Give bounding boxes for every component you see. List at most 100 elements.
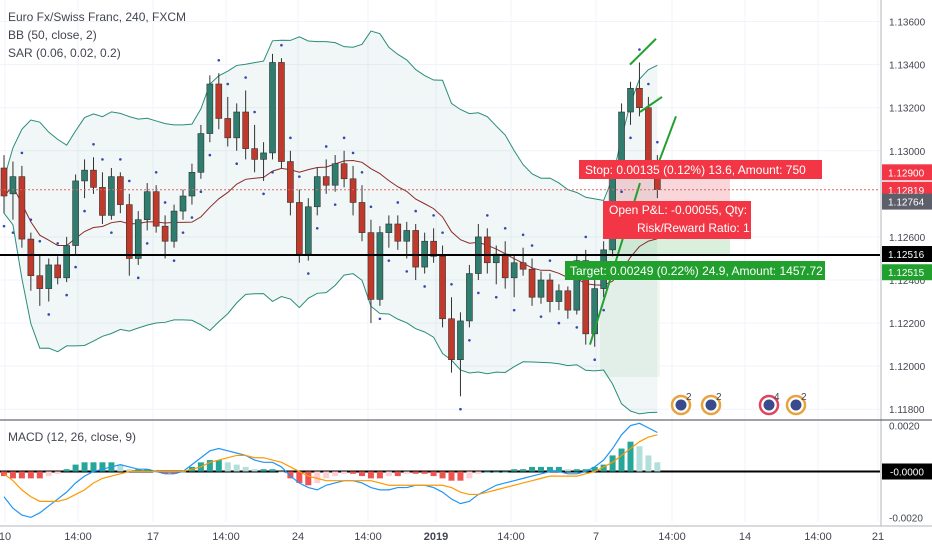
x-tick-label: 14:00: [804, 531, 832, 543]
sar-dot: [280, 43, 283, 47]
sar-dot: [512, 308, 516, 312]
sar-dot: [20, 151, 24, 155]
globe-icon: [705, 399, 717, 411]
sar-dot: [441, 231, 444, 234]
event-badge[interactable]: 4: [758, 392, 780, 416]
stop-annotation-box: [579, 160, 822, 179]
sar-dot: [575, 326, 579, 329]
event-badge[interactable]: 2: [670, 392, 692, 416]
macd-histogram-bar: [609, 455, 616, 472]
candle-body: [349, 178, 357, 203]
sar-dot: [638, 48, 641, 51]
macd-histogram-bar: [287, 471, 294, 479]
macd-histogram-bar: [27, 471, 34, 479]
macd-tick-label: -0.0020: [889, 513, 923, 524]
macd-histogram-bar: [63, 469, 70, 472]
target-annotation-text: Target: 0.00249 (0.22%) 24.9, Amount: 14…: [570, 264, 823, 278]
sar-dot: [503, 227, 507, 230]
y-tick-label: 1.13600: [889, 18, 926, 29]
sar-dot: [298, 175, 301, 178]
sar-dot: [208, 153, 212, 157]
macd-histogram-bar: [538, 466, 544, 472]
sar-dot: [145, 242, 149, 245]
bb-lower-line: [3, 212, 658, 415]
target-annotation[interactable]: Target: 0.00249 (0.22%) 24.9, Amount: 14…: [565, 261, 825, 280]
candle-body: [645, 107, 652, 167]
pnl-annotation-box: [603, 201, 751, 239]
price-label-text: 1.12900: [888, 168, 925, 179]
macd-histogram-bar: [439, 471, 446, 479]
x-tick-label: 14:00: [658, 531, 686, 543]
candle-body: [170, 210, 178, 242]
sar-dot: [65, 293, 68, 297]
candle-body: [582, 260, 590, 335]
sar-dot: [360, 171, 364, 174]
candle-body: [117, 176, 124, 205]
sar-dot: [136, 276, 140, 280]
sar-dot: [11, 231, 15, 234]
macd-indicator-label: MACD (12, 26, close, 9): [8, 430, 136, 444]
macd-histogram-bar: [224, 462, 231, 472]
candle-body: [546, 279, 554, 302]
bb-upper-line: [3, 30, 658, 202]
macd-histogram-bar: [72, 464, 79, 472]
sar-dot: [83, 209, 86, 213]
chart-title: Euro Fx/Swiss Franc, 240, FXCM: [8, 10, 186, 24]
macd-histogram-bar: [618, 448, 625, 472]
candle-body: [636, 88, 643, 108]
pnl-annotation[interactable]: Open P&L: -0.00055, Qty: 183823 Risk/Rew…: [603, 201, 791, 239]
stop-annotation-text: Stop: 0.00135 (0.12%) 13.6, Amount: 750: [585, 163, 806, 177]
macd-histogram-bar: [403, 471, 410, 474]
macd-histogram-bar: [412, 471, 419, 474]
macd-histogram-bar: [502, 471, 509, 473]
macd-histogram-bar: [359, 471, 365, 477]
macd-histogram-bar: [376, 471, 383, 479]
candle-body: [134, 219, 142, 259]
sar-dot: [521, 233, 525, 237]
macd-histogram-bar: [269, 469, 276, 472]
macd-histogram-bar: [260, 469, 267, 472]
macd-histogram-bar: [99, 462, 106, 472]
candle-body: [403, 230, 411, 242]
sar-dot: [119, 158, 122, 161]
sar-dot: [101, 158, 104, 161]
macd-pane: [0, 422, 880, 519]
candle-body: [448, 318, 455, 360]
macd-histogram-bar: [573, 469, 580, 472]
candle-body: [224, 118, 232, 139]
event-badge[interactable]: 2: [785, 392, 807, 416]
x-tick-label: 14:00: [497, 531, 525, 543]
macd-histogram-bar: [341, 471, 348, 474]
stop-annotation[interactable]: Stop: 0.00135 (0.12%) 13.6, Amount: 750: [579, 160, 822, 179]
candle-body: [331, 163, 339, 186]
candle-body: [143, 191, 151, 220]
macd-histogram-bar: [600, 464, 607, 472]
macd-histogram-bar: [457, 471, 464, 481]
candle-body: [126, 204, 133, 259]
candle-body: [206, 83, 214, 134]
y-tick-label: 1.12600: [889, 233, 926, 244]
macd-histogram-bar: [81, 462, 88, 472]
candle-body: [304, 206, 312, 255]
macd-histogram-bar: [448, 471, 455, 481]
sar-dot: [539, 315, 543, 318]
sar-dot: [2, 224, 6, 228]
macd-histogram-bar: [117, 464, 124, 472]
macd-histogram-bar: [9, 471, 16, 479]
macd-histogram-bar: [135, 469, 142, 472]
sar-dot: [253, 110, 256, 114]
candle-body: [501, 253, 509, 279]
event-badge[interactable]: 2: [700, 392, 722, 416]
candle-body: [313, 176, 321, 208]
candle-body: [242, 111, 249, 149]
sar-dot: [289, 136, 292, 140]
candle-body: [287, 161, 294, 203]
macd-histogram-bar: [520, 469, 527, 472]
y-tick-label: 1.12000: [889, 362, 926, 373]
sar-dot: [405, 270, 409, 273]
sar-dot: [584, 235, 588, 239]
macd-histogram-bar: [323, 471, 330, 479]
y-tick-label: 1.13400: [889, 61, 926, 72]
macd-value-box: [882, 463, 932, 480]
